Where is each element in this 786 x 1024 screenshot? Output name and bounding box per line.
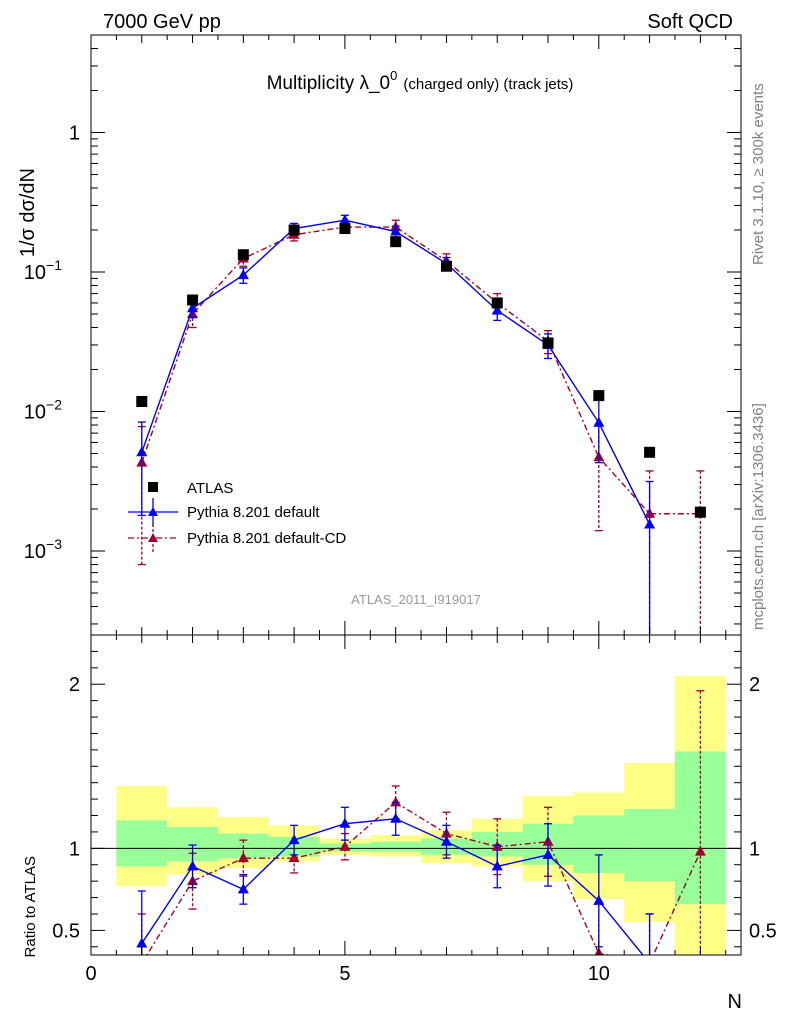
ratio-marker-pythia-8-201-default	[390, 812, 402, 823]
main-marker-pythia-8-201-default	[593, 416, 605, 427]
main-data-layer	[136, 214, 706, 635]
header-right: Soft QCD	[647, 11, 733, 33]
y-tick-label: 2	[69, 674, 80, 696]
y-tick-label: 0.5	[52, 920, 80, 942]
main-marker-pythia-8-201-default	[491, 304, 503, 315]
y-tick-label: 1	[69, 838, 80, 860]
ratio-marker-pythia-8-201-default	[136, 937, 148, 948]
ratio-marker-pythia-8-201-default	[491, 860, 503, 871]
main-axes: 10−3 10−2 10−1 1	[24, 34, 741, 635]
legend-marker-atlas	[148, 482, 158, 492]
ratio-y-axis-title: Ratio to ATLAS	[22, 856, 39, 957]
ratio-marker-pythia-8-201-default-cd	[237, 852, 249, 863]
y-tick-label-right: 1	[749, 838, 760, 860]
green-band	[624, 808, 675, 882]
legend-marker-pythia-cd	[148, 533, 158, 542]
main-y-axis-title: 1/σ dσ/dN	[17, 168, 39, 257]
main-marker-atlas	[694, 506, 706, 518]
main-marker-atlas	[491, 297, 503, 309]
x-tick-label: 5	[339, 963, 350, 985]
ratio-marker-pythia-8-201-default	[542, 848, 554, 859]
header-left: 7000 GeV pp	[103, 11, 221, 33]
ratio-axes: 0 5 10 0.5 0.5 1 1 2 2	[52, 635, 777, 985]
x-tick-label: 10	[588, 963, 610, 985]
title-main: Multiplicity λ_0	[267, 73, 391, 94]
main-marker-pythia-8-201-default	[136, 446, 148, 457]
ratio-marker-pythia-8-201-default	[237, 883, 249, 894]
legend-entry-pythia-default: Pythia 8.201 default	[128, 498, 320, 526]
main-marker-atlas	[237, 249, 249, 261]
y-tick-label-right: 0.5	[749, 920, 777, 942]
main-marker-atlas	[187, 294, 199, 306]
ratio-panel: 0 5 10 0.5 0.5 1 1 2 2	[52, 634, 777, 985]
main-marker-atlas	[542, 337, 554, 349]
legend-label-pythia-default: Pythia 8.201 default	[187, 504, 320, 521]
main-marker-pythia-8-201-default	[187, 302, 199, 313]
main-plot-area	[91, 35, 741, 635]
green-band	[116, 820, 168, 867]
y-tick-label: 10−3	[24, 536, 62, 563]
main-marker-atlas	[440, 260, 452, 272]
ratio-marker-pythia-8-201-default-cd	[390, 796, 402, 807]
main-marker-atlas	[136, 395, 148, 407]
legend-entry-atlas: ATLAS	[148, 480, 233, 497]
ratio-marker-pythia-8-201-default	[593, 894, 605, 905]
green-band	[370, 841, 422, 852]
main-marker-atlas	[390, 236, 402, 248]
ratio-data-layer	[91, 676, 741, 955]
analysis-watermark: ATLAS_2011_I919017	[351, 592, 481, 607]
mcplots-label: mcplots.cern.ch [arXiv:1306.3436]	[750, 403, 767, 630]
legend: ATLAS Pythia 8.201 default Pythia 8.201 …	[128, 480, 346, 552]
legend-label-atlas: ATLAS	[187, 480, 233, 497]
y-tick-label: 10−1	[24, 257, 62, 284]
main-marker-pythia-8-201-default	[644, 518, 656, 529]
title-subtitle: (charged only) (track jets)	[403, 76, 573, 93]
main-marker-pythia-8-201-default	[390, 225, 402, 236]
title-superscript: 0	[390, 68, 397, 83]
ratio-marker-pythia-8-201-default-cd	[694, 845, 706, 856]
ratio-marker-pythia-8-201-default	[187, 860, 199, 871]
ratio-frame	[90, 634, 742, 956]
ratio-marker-pythia-8-201-default	[288, 834, 300, 845]
rivet-label: Rivet 3.1.10, ≥ 300k events	[750, 83, 767, 265]
x-axis-title: N	[728, 991, 742, 1013]
legend-label-pythia-cd: Pythia 8.201 default-CD	[187, 530, 346, 547]
main-marker-atlas	[288, 224, 300, 236]
y-tick-label-right: 2	[749, 674, 760, 696]
main-line-pythia-8-201-default-cd	[141, 226, 701, 515]
legend-marker-pythia-default	[148, 507, 158, 516]
y-tick-label: 10−2	[24, 397, 62, 424]
x-tick-label: 0	[85, 963, 96, 985]
main-panel: 10−3 10−2 10−1 1	[24, 34, 742, 636]
plot-title: Multiplicity λ_00 (charged only) (track j…	[267, 68, 574, 94]
main-marker-atlas	[339, 223, 351, 235]
ratio-marker-pythia-8-201-default	[440, 835, 452, 846]
main-marker-pythia-8-201-default	[237, 269, 249, 280]
main-marker-atlas	[644, 446, 656, 458]
ratio-marker-pythia-8-201-default-cd	[339, 840, 351, 851]
y-tick-label: 1	[69, 123, 80, 145]
main-marker-atlas	[593, 390, 605, 402]
legend-entry-pythia-cd: Pythia 8.201 default-CD	[128, 524, 346, 552]
ratio-marker-pythia-8-201-default	[339, 817, 351, 828]
ratio-marker-pythia-8-201-default-cd	[288, 852, 300, 863]
main-marker-pythia-8-201-default	[339, 214, 351, 225]
